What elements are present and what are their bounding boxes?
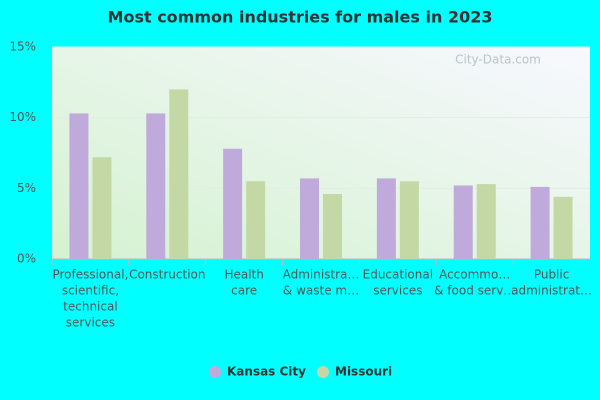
x-tick-label: & waste m… (283, 284, 359, 298)
y-tick-label: 5% (17, 181, 36, 195)
bar (530, 186, 550, 259)
bar (169, 89, 189, 260)
y-tick-label: 0% (17, 252, 36, 266)
bar (92, 157, 112, 259)
bar (246, 181, 266, 259)
x-tick-label: Construction (129, 268, 205, 282)
x-tick-label: Accommo… (439, 268, 510, 282)
chart-title: Most common industries for males in 2023 (108, 8, 493, 27)
x-tick-label: care (231, 284, 257, 298)
y-tick-label: 10% (9, 110, 36, 124)
x-tick-label: administrat… (511, 284, 592, 298)
x-tick-label: Health (224, 268, 263, 282)
bar (476, 184, 496, 259)
bar (453, 185, 473, 259)
bar (553, 196, 573, 259)
legend-swatch (209, 366, 221, 378)
bar (399, 181, 419, 259)
bar (300, 178, 319, 259)
bar (69, 113, 89, 259)
x-tick-label: Educational (363, 268, 433, 282)
bar (223, 148, 243, 259)
x-tick-label: Professional, (52, 268, 128, 282)
bar (323, 193, 342, 259)
x-tick-label: Public (534, 268, 570, 282)
x-tick-label: technical (63, 300, 118, 314)
legend-label: Missouri (335, 365, 392, 379)
x-tick-label: services (373, 284, 422, 298)
watermark: City-Data.com (455, 53, 541, 67)
plot-area (52, 47, 590, 259)
bar (376, 178, 396, 259)
x-tick-label: & food serv… (434, 284, 515, 298)
bar (146, 113, 166, 259)
legend-label: Kansas City (227, 365, 306, 379)
y-tick-label: 15% (9, 40, 36, 54)
legend-swatch (317, 366, 329, 378)
x-tick-label: scientific, (62, 284, 119, 298)
x-tick-label: Administra… (283, 268, 360, 282)
x-tick-label: services (66, 316, 115, 330)
